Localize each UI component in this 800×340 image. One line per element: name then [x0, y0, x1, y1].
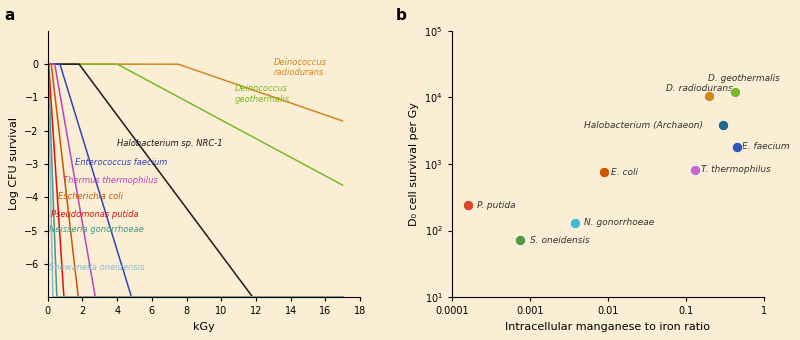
Text: Shewanella oneidensis: Shewanella oneidensis — [49, 262, 145, 272]
Point — [703, 93, 716, 99]
Point — [462, 203, 474, 208]
Point — [728, 89, 741, 95]
Text: Deinococcus
geothermalis: Deinococcus geothermalis — [235, 84, 290, 104]
Text: D. radiodurans: D. radiodurans — [666, 84, 733, 93]
Text: Halobacterium sp. NRC-1: Halobacterium sp. NRC-1 — [117, 139, 223, 149]
Point — [598, 170, 610, 175]
Y-axis label: D₀ cell survival per Gy: D₀ cell survival per Gy — [409, 102, 418, 226]
Text: Pseudomonas putida: Pseudomonas putida — [51, 210, 139, 219]
X-axis label: Intracellular manganese to iron ratio: Intracellular manganese to iron ratio — [506, 322, 710, 332]
Text: a: a — [4, 8, 14, 23]
Point — [717, 123, 730, 128]
X-axis label: kGy: kGy — [193, 322, 215, 332]
Text: Enterococcus faecium: Enterococcus faecium — [74, 158, 167, 167]
Text: D. geothermalis: D. geothermalis — [708, 74, 780, 83]
Y-axis label: Log CFU survival: Log CFU survival — [9, 117, 19, 210]
Text: S. oneidensis: S. oneidensis — [530, 236, 590, 244]
Text: Neisseria gonorrhoeae: Neisseria gonorrhoeae — [49, 225, 144, 234]
Point — [569, 220, 582, 226]
Text: P. putida: P. putida — [477, 201, 515, 210]
Point — [730, 144, 743, 150]
Point — [514, 237, 526, 243]
Text: E. faecium: E. faecium — [742, 142, 790, 151]
Text: Deinococcus
radiodurans: Deinococcus radiodurans — [274, 58, 326, 77]
Text: E. coli: E. coli — [611, 168, 638, 177]
Text: T. thermophilus: T. thermophilus — [701, 165, 770, 174]
Point — [689, 167, 702, 172]
Text: Thermus thermophilus: Thermus thermophilus — [63, 176, 158, 185]
Text: Escherichia coli: Escherichia coli — [58, 192, 123, 201]
Text: Halobacterium (Archaeon): Halobacterium (Archaeon) — [584, 121, 703, 130]
Text: N. gonorrhoeae: N. gonorrhoeae — [584, 218, 654, 227]
Text: b: b — [395, 8, 406, 23]
